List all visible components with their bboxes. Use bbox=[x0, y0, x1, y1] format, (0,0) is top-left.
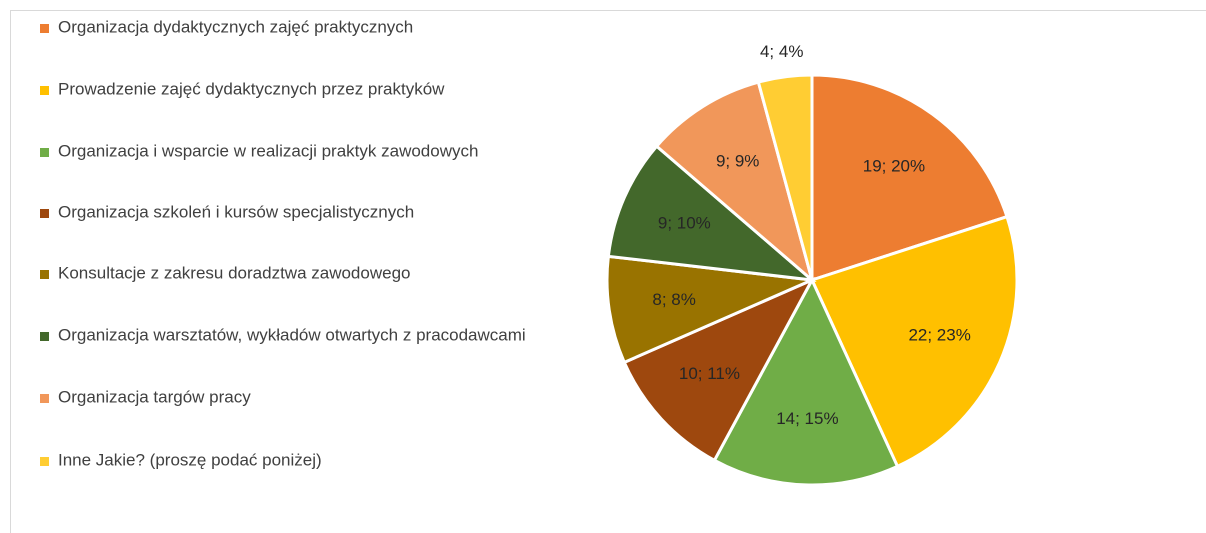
legend-swatch bbox=[40, 148, 49, 157]
legend-swatch bbox=[40, 270, 49, 279]
pie-slice bbox=[622, 276, 816, 463]
legend-label: Organizacja szkoleń i kursów specjalisty… bbox=[58, 202, 414, 221]
legend-swatch bbox=[40, 209, 49, 218]
legend-label: Inne Jakie? (proszę podać poniżej) bbox=[58, 450, 322, 469]
data-label: 4; 4% bbox=[760, 42, 803, 61]
data-label: 10; 11% bbox=[679, 364, 740, 383]
legend-swatch bbox=[40, 394, 49, 403]
legend-swatch bbox=[40, 457, 49, 466]
legend-label: Konsultacje z zakresu doradztwa zawodowe… bbox=[58, 263, 410, 282]
pie-slice bbox=[810, 73, 1009, 283]
data-label: 9; 9% bbox=[716, 152, 759, 171]
data-label: 8; 8% bbox=[652, 290, 695, 309]
pie-slice bbox=[712, 276, 900, 487]
data-label: 14; 15% bbox=[776, 409, 838, 428]
pie-slice bbox=[605, 254, 818, 365]
legend-label: Prowadzenie zajęć dydaktycznych przez pr… bbox=[58, 79, 445, 98]
legend-label: Organizacja targów pracy bbox=[58, 387, 251, 406]
chart-frame bbox=[10, 10, 1206, 533]
pie-slice bbox=[809, 214, 1019, 469]
legend-label: Organizacja warsztatów, wykładów otwarty… bbox=[58, 325, 526, 344]
data-label: 9; 10% bbox=[658, 213, 711, 232]
pie-slice bbox=[606, 144, 817, 283]
pie-slice bbox=[654, 80, 815, 285]
legend-swatch bbox=[40, 332, 49, 341]
legend-label: Organizacja dydaktycznych zajęć praktycz… bbox=[58, 17, 413, 36]
legend-label: Organizacja i wsparcie w realizacji prak… bbox=[58, 141, 478, 160]
data-label: 22; 23% bbox=[908, 325, 970, 344]
legend-swatch bbox=[40, 24, 49, 33]
pie-slice bbox=[756, 73, 814, 281]
data-label: 19; 20% bbox=[863, 157, 925, 176]
legend-swatch bbox=[40, 86, 49, 95]
